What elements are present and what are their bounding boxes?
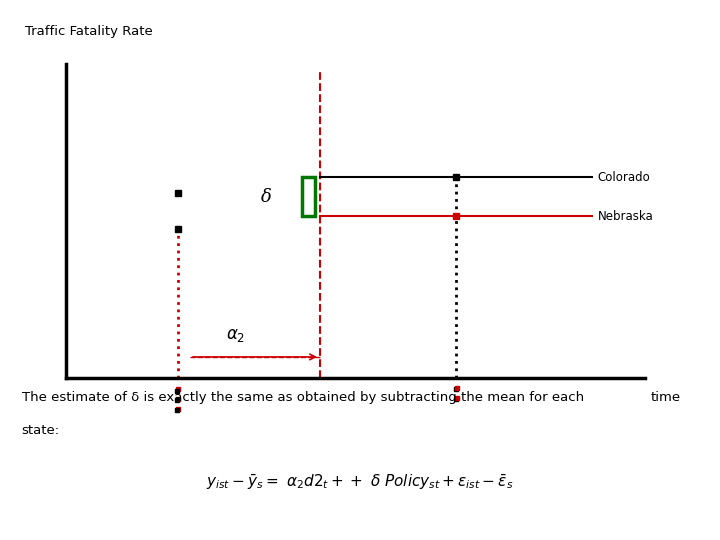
- Text: $\alpha_2$: $\alpha_2$: [225, 326, 245, 344]
- Text: state:: state:: [22, 424, 60, 437]
- Text: The estimate of δ is exactly the same as obtained by subtracting the mean for ea: The estimate of δ is exactly the same as…: [22, 392, 584, 404]
- Text: Nebraska: Nebraska: [598, 210, 653, 222]
- Text: $y_{ist} - \bar{y}_s =  \ \alpha_2 d2_t + + \ \delta \ Policy_{st} +\varepsilon_: $y_{ist} - \bar{y}_s = \ \alpha_2 d2_t +…: [206, 472, 514, 491]
- Text: δ: δ: [261, 187, 272, 206]
- Text: Traffic Fatality Rate: Traffic Fatality Rate: [24, 25, 153, 38]
- Text: time: time: [651, 391, 680, 404]
- Text: Colorado: Colorado: [598, 171, 650, 184]
